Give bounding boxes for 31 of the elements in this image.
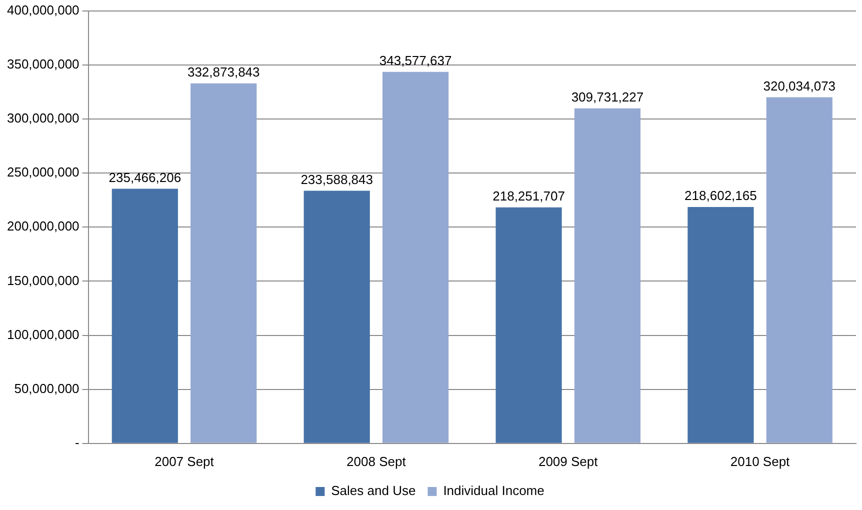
data-label: 309,731,227 [571,90,644,105]
y-tick-label: 200,000,000 [6,218,80,234]
y-tick-label: 50,000,000 [14,380,80,396]
y-tick-label: - [74,434,80,450]
y-tick-label: 250,000,000 [6,164,80,180]
legend-label: Individual Income [443,483,544,498]
x-tick-label: 2007 Sept [154,454,214,469]
bar [382,72,449,443]
data-label: 320,034,073 [763,78,836,94]
data-label: 235,466,206 [108,170,182,185]
data-label: 233,588,843 [300,172,373,187]
bar [496,207,562,443]
y-tick-label: 150,000,000 [6,272,80,288]
y-tick-label: 300,000,000 [6,110,80,126]
bar [574,108,641,443]
legend-label: Sales and Use [331,483,416,498]
bar [190,83,257,443]
x-tick-label: 2008 Sept [346,454,406,469]
x-tick-label: 2009 Sept [538,454,598,469]
bar [766,97,832,443]
data-label: 218,251,707 [492,188,565,204]
x-tick-label: 2010 Sept [730,454,790,469]
data-label: 343,577,637 [379,52,452,68]
data-label: 218,602,165 [684,188,757,204]
y-tick-label: 350,000,000 [6,56,80,72]
bar [688,206,754,443]
data-label: 332,873,843 [187,64,260,80]
bar [304,190,370,443]
bar [112,188,178,443]
y-tick-label: 400,000,000 [6,2,80,18]
y-tick-label: 100,000,000 [6,326,80,342]
